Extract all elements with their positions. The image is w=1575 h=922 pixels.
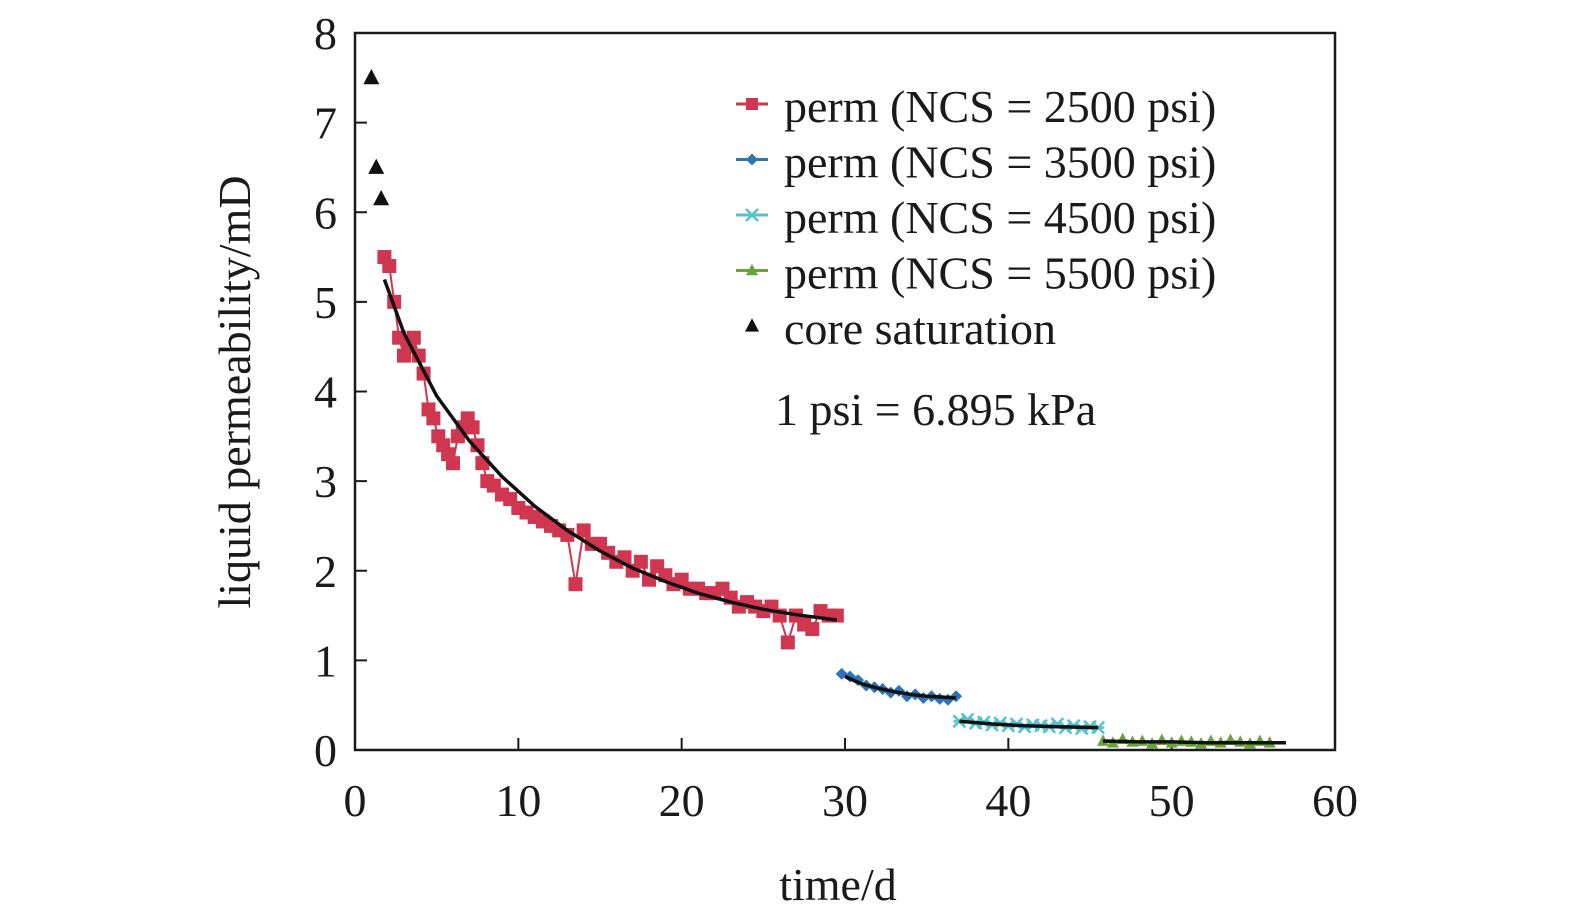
series-4-point-2 bbox=[373, 190, 390, 206]
x-tick-label-2: 20 bbox=[659, 775, 705, 826]
y-tick-label-2: 2 bbox=[314, 546, 337, 597]
fit-curve-0 bbox=[382, 278, 838, 622]
series-1 bbox=[835, 667, 963, 706]
x-axis-title: time/d bbox=[779, 859, 897, 910]
legend-swatch-marker-2 bbox=[745, 208, 759, 222]
legend-swatch-marker-4 bbox=[745, 318, 759, 332]
legend-item-2: perm (NCS = 4500 psi) bbox=[736, 192, 1216, 243]
legend-label-4: core saturation bbox=[784, 303, 1056, 354]
fit-curves bbox=[382, 278, 1286, 745]
y-tick-label-1: 1 bbox=[314, 635, 337, 686]
legend-swatch-marker-1 bbox=[746, 153, 758, 166]
series-0-point-32 bbox=[568, 577, 583, 592]
y-tick-label-3: 3 bbox=[314, 456, 337, 507]
x-tick-label-0: 0 bbox=[344, 775, 367, 826]
series-4-point-1 bbox=[368, 158, 385, 174]
series-0-point-10 bbox=[426, 411, 441, 426]
y-tick-label-4: 4 bbox=[314, 367, 337, 418]
x-tick-label-3: 30 bbox=[822, 775, 868, 826]
legend-item-1: perm (NCS = 3500 psi) bbox=[736, 137, 1216, 188]
fit-curve-1 bbox=[844, 674, 957, 700]
legend-label-1: perm (NCS = 3500 psi) bbox=[784, 137, 1216, 188]
series-0-point-61 bbox=[805, 622, 820, 637]
series-0-point-14 bbox=[446, 456, 460, 471]
y-tick-label-7: 7 bbox=[314, 98, 337, 149]
series-3-point-0 bbox=[1097, 734, 1110, 746]
legend-item-3: perm (NCS = 5500 psi) bbox=[736, 248, 1216, 299]
y-tick-label-0: 0 bbox=[314, 725, 337, 776]
legend: perm (NCS = 2500 psi)perm (NCS = 3500 ps… bbox=[736, 81, 1216, 354]
series-3-point-8 bbox=[1175, 734, 1188, 746]
x-tick-label-4: 40 bbox=[985, 775, 1031, 826]
series-0-point-19 bbox=[470, 438, 485, 453]
legend-item-4: core saturation bbox=[745, 303, 1056, 354]
series-0 bbox=[377, 250, 844, 650]
series-0-point-18 bbox=[465, 420, 480, 435]
x-tick-label-6: 60 bbox=[1312, 775, 1358, 826]
legend-swatch-marker-0 bbox=[746, 98, 758, 110]
y-tick-label-6: 6 bbox=[314, 187, 337, 238]
legend-label-3: perm (NCS = 5500 psi) bbox=[784, 248, 1216, 299]
unit-note: 1 psi = 6.895 kPa bbox=[775, 384, 1096, 435]
legend-swatch-marker-3 bbox=[746, 263, 758, 276]
series-0-point-6 bbox=[406, 330, 421, 345]
series-4-point-0 bbox=[363, 69, 380, 85]
y-tick-label-8: 8 bbox=[314, 8, 337, 59]
fit-curve-3 bbox=[1103, 739, 1286, 745]
legend-label-0: perm (NCS = 2500 psi) bbox=[784, 81, 1216, 132]
series-0-point-1 bbox=[382, 259, 397, 274]
fit-curve-2 bbox=[959, 719, 1099, 730]
series-0-point-58 bbox=[780, 635, 795, 650]
legend-item-0: perm (NCS = 2500 psi) bbox=[736, 81, 1216, 132]
series-0-point-33 bbox=[576, 523, 591, 538]
series-0-point-40 bbox=[633, 554, 648, 569]
y-tick-label-5: 5 bbox=[314, 277, 337, 328]
legend-label-2: perm (NCS = 4500 psi) bbox=[784, 192, 1216, 243]
series-4 bbox=[363, 69, 390, 206]
x-tick-label-1: 10 bbox=[495, 775, 541, 826]
axis-ticks: 0 10 20 30 40 50 60 0 1 2 3 4 5 6 7 8 bbox=[314, 8, 1358, 826]
y-axis-title: liquid permeability/mD bbox=[209, 175, 260, 608]
x-tick-label-5: 50 bbox=[1149, 775, 1195, 826]
